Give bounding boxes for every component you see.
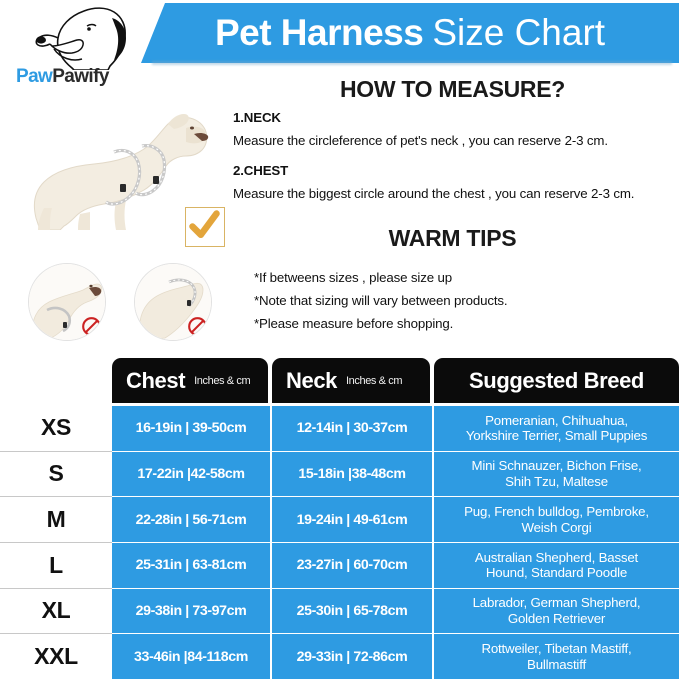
- measure-step-2-text: Measure the biggest circle around the ch…: [233, 186, 635, 201]
- page-banner: Pet Harness Size Chart: [0, 0, 679, 66]
- size-chart-rows: XS 16-19in | 39-50cm 12-14in | 30-37cm Pome…: [0, 405, 679, 679]
- cell-size: XXL: [0, 633, 112, 679]
- measure-step-1-heading: 1.NECK: [233, 110, 281, 125]
- cell-chest: 17-22in |42-58cm: [112, 450, 270, 497]
- table-row: M 22-28in | 56-71cm 19-24in | 49-61cm Pug, …: [0, 496, 679, 542]
- banner-background: [141, 3, 679, 63]
- column-header-breed: Suggested Breed: [434, 358, 679, 403]
- cell-chest: 16-19in | 39-50cm: [112, 405, 270, 451]
- prohibited-icon: [188, 317, 207, 336]
- column-header-chest-label: Chest: [126, 367, 186, 393]
- dog-chest-wrong-measure-photo: [134, 263, 212, 341]
- brand-name-part1: Paw: [16, 66, 53, 87]
- dog-head-icon: [35, 7, 126, 70]
- column-header-neck-units: Inches & cm: [346, 374, 403, 387]
- measure-step-2-heading: 2.CHEST: [233, 163, 289, 178]
- how-to-measure-title: HOW TO MEASURE?: [339, 76, 566, 102]
- cell-chest: 25-31in | 63-81cm: [112, 542, 270, 588]
- cell-neck: 12-14in | 30-37cm: [270, 405, 432, 451]
- cell-neck: 15-18in |38-48cm: [270, 450, 432, 497]
- cell-breed: Australian Shepherd, Basset Hound, Stand…: [432, 542, 679, 588]
- table-row: XS 16-19in | 39-50cm 12-14in | 30-37cm Pome…: [0, 405, 679, 451]
- cell-neck: 23-27in | 60-70cm: [270, 542, 432, 588]
- warm-tip-line: *Note that sizing will vary between prod…: [254, 293, 508, 308]
- cell-chest: 29-38in | 73-97cm: [112, 587, 270, 634]
- brand-logo: PawPawify: [14, 4, 146, 90]
- column-header-neck: Neck Inches & cm: [272, 358, 430, 403]
- cell-neck: 25-30in | 65-78cm: [270, 587, 432, 634]
- column-header-chest-units: Inches & cm: [194, 374, 251, 387]
- cell-size: L: [0, 542, 112, 588]
- check-icon: [189, 210, 220, 239]
- banner-shadow: [152, 61, 672, 65]
- warm-tip-line: *If betweens sizes , please size up: [254, 270, 453, 285]
- cell-size: XL: [0, 587, 112, 634]
- column-header-chest: Chest Inches & cm: [112, 358, 268, 403]
- measure-step-1-text: Measure the circleference of pet's neck …: [233, 133, 608, 148]
- column-header-breed-label: Suggested Breed: [469, 367, 644, 393]
- cell-breed: Mini Schnauzer, Bichon Frise, Shih Tzu, …: [432, 450, 679, 497]
- cell-neck: 19-24in | 49-61cm: [270, 496, 432, 542]
- table-row: L 25-31in | 63-81cm 23-27in | 60-70cm Austr…: [0, 542, 679, 588]
- dog-neck-wrong-measure-photo: [28, 263, 106, 341]
- cell-breed: Pug, French bulldog, Pembroke, Weish Cor…: [432, 496, 679, 542]
- title-bold-part: Pet Harness: [214, 12, 424, 53]
- cell-neck: 29-33in | 72-86cm: [270, 633, 432, 679]
- cell-size: XS: [0, 405, 112, 451]
- warm-tip-line: *Please measure before shopping.: [254, 316, 454, 331]
- table-row: XXL 33-46in |84-118cm 29-33in | 72-86cm Rot…: [0, 633, 679, 679]
- size-chart-table: Chest Inches & cm Neck Inches & cm Sugge…: [0, 358, 679, 679]
- cell-size: S: [0, 450, 112, 497]
- page-title: Pet Harness Size Chart: [141, 3, 679, 63]
- brand-name-part2: Pawify: [52, 66, 109, 87]
- cell-breed: Pomeranian, Chihuahua, Yorkshire Terrier…: [432, 405, 679, 451]
- correct-method-indicator: [185, 207, 225, 247]
- cell-breed: Rottweiler, Tibetan Mastiff, Bullmastiff: [432, 633, 679, 679]
- table-row: XL 29-38in | 73-97cm 25-30in | 65-78cm Labr…: [0, 587, 679, 634]
- cell-breed: Labrador, German Shepherd, Golden Retrie…: [432, 587, 679, 634]
- cell-chest: 33-46in |84-118cm: [112, 633, 270, 679]
- title-light-part: Size Chart: [432, 12, 606, 53]
- cell-size: M: [0, 496, 112, 542]
- cell-chest: 22-28in | 56-71cm: [112, 496, 270, 542]
- warm-tips-title: WARM TIPS: [388, 225, 517, 251]
- column-header-neck-label: Neck: [286, 367, 337, 393]
- incorrect-examples: [12, 263, 227, 343]
- brand-name: PawPawify: [16, 66, 109, 88]
- prohibited-icon: [82, 317, 101, 336]
- table-row: S 17-22in |42-58cm 15-18in |38-48cm Mini Sc…: [0, 450, 679, 497]
